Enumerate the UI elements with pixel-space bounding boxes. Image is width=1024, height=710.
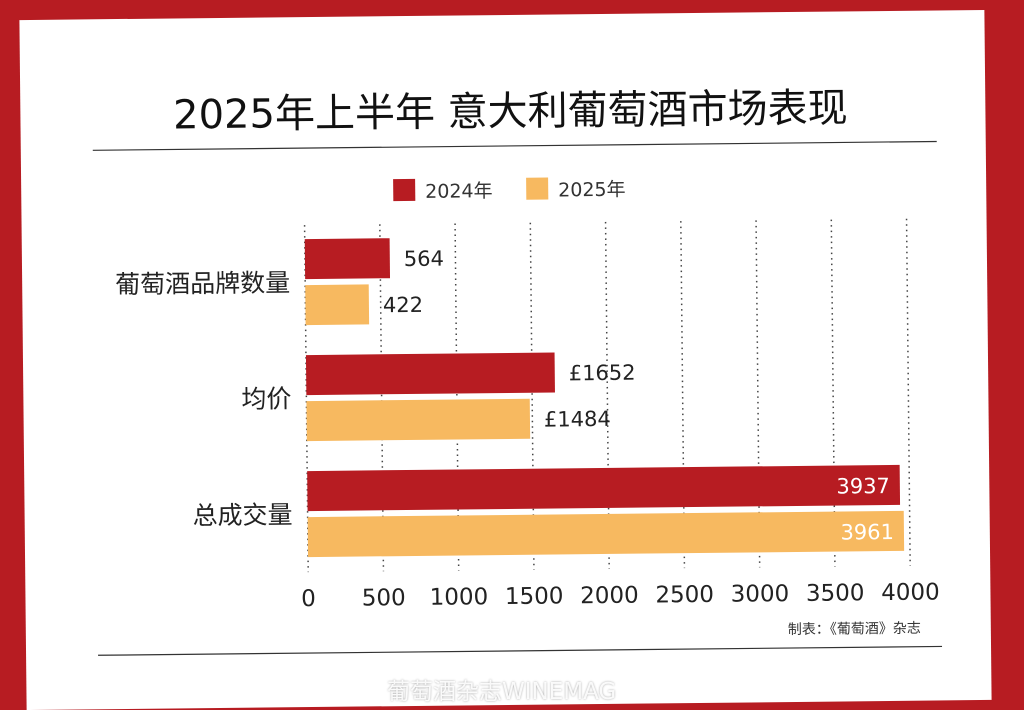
data-label: 3961 [840, 520, 894, 545]
legend-swatch [526, 177, 549, 200]
data-label: £1484 [544, 407, 611, 432]
x-tick-label: 2000 [580, 583, 639, 610]
category-label: 总成交量 [192, 500, 292, 530]
title-underline [92, 140, 937, 151]
data-label: 422 [383, 293, 423, 317]
x-tick-label: 1000 [430, 584, 489, 611]
x-tick-label: 4000 [881, 579, 940, 606]
x-tick-label: 0 [301, 586, 316, 612]
x-tick-label: 1500 [505, 583, 564, 610]
bottom-divider [98, 645, 943, 656]
x-tick-label: 3500 [806, 580, 865, 607]
legend-swatch [393, 178, 416, 202]
bar [306, 398, 531, 442]
data-label: 564 [404, 247, 444, 271]
x-tick-label: 3000 [731, 581, 790, 608]
data-label: 3937 [836, 474, 890, 499]
bar [307, 510, 905, 558]
gridline [905, 218, 911, 566]
legend-label: 2024年 [425, 180, 493, 203]
category-label: 均价 [241, 384, 291, 414]
bars: 564 422 £1652 £1484 3937 3961 [304, 238, 905, 558]
watermark-text: 葡萄酒杂志WINEMAG [387, 679, 617, 705]
category-label: 葡萄酒品牌数量 [115, 268, 290, 299]
chart-card: 2025年上半年 意大利葡萄酒市场表现 2024年 2025年 564 422 £16… [19, 9, 992, 710]
bar [307, 464, 901, 512]
bar [304, 238, 391, 280]
legend: 2024年 2025年 [393, 177, 626, 203]
bar [305, 352, 555, 396]
credit-text: 制表：《葡萄酒》杂志 [788, 621, 921, 638]
x-tick-label: 2500 [655, 582, 714, 609]
chart-title: 2025年上半年 意大利葡萄酒市场表现 [173, 85, 848, 138]
legend-label: 2025年 [558, 179, 626, 202]
x-tick-label: 500 [362, 585, 406, 611]
x-axis-ticks: 0 500 1000 1500 2000 2500 3000 3500 4000 [301, 579, 940, 612]
bar-chart: 2025年上半年 意大利葡萄酒市场表现 2024年 2025年 564 422 £16… [92, 85, 943, 656]
weibo-icon [356, 682, 382, 702]
data-label: £1652 [569, 361, 636, 386]
watermark: 葡萄酒杂志WINEMAG [355, 672, 616, 706]
bar [305, 284, 370, 326]
